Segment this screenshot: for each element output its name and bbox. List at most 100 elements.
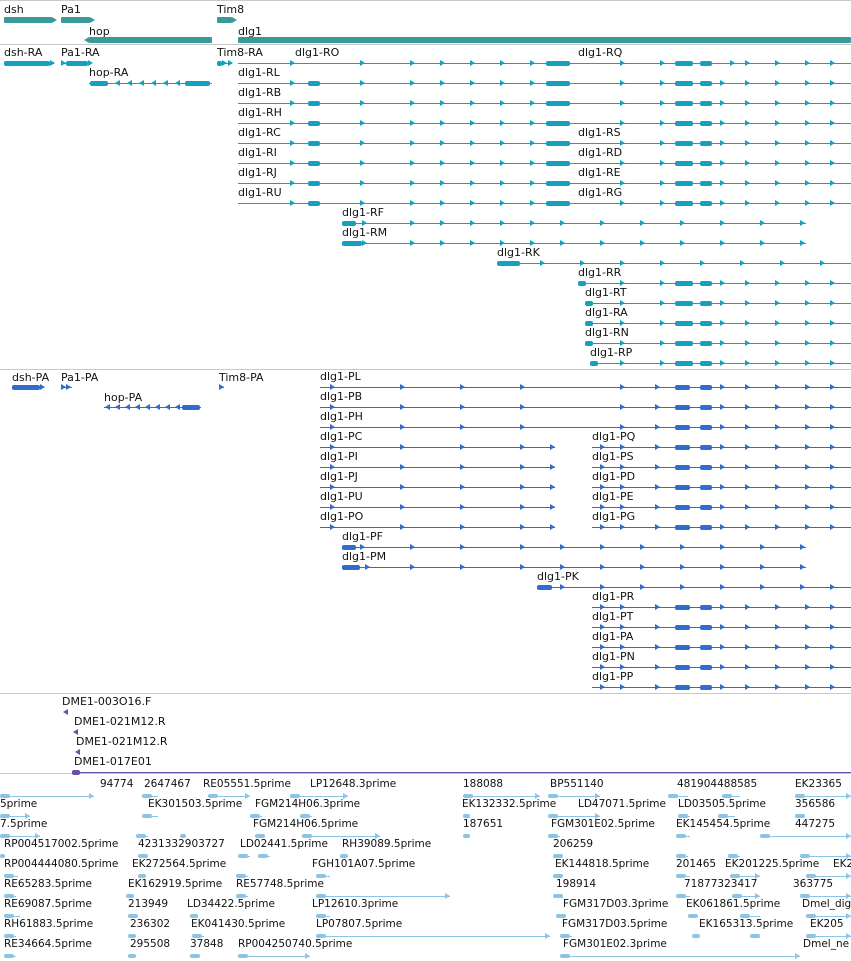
feature-label-dlg1-po: dlg1-PO: [320, 510, 364, 523]
strand-arrow-icon: [660, 340, 665, 346]
strand-arrow-icon: [290, 140, 295, 146]
feature-label-dlg1-pq: dlg1-PQ: [592, 430, 636, 443]
strand-arrow-icon: [360, 160, 365, 166]
strand-arrow-icon: [470, 100, 475, 106]
exon-block: [537, 585, 552, 590]
strand-arrow-icon: [620, 60, 625, 66]
strand-arrow-icon: [360, 200, 365, 206]
strand-arrow-icon: [775, 504, 780, 510]
strand-arrow-icon: [760, 240, 765, 246]
strand-arrow-icon: [620, 524, 625, 530]
intron-line: [760, 836, 851, 837]
strand-arrow-icon: [520, 404, 525, 410]
strand-arrow-icon: [84, 37, 89, 43]
exon-block: [0, 854, 5, 858]
track-separator-probes: [0, 693, 851, 694]
strand-arrow-icon: [830, 160, 835, 166]
exon-block: [316, 934, 326, 938]
feature-label-dlg1-pj: dlg1-PJ: [320, 470, 358, 483]
strand-arrow-icon: [600, 504, 605, 510]
feature-label-dlg1-pg: dlg1-PG: [592, 510, 636, 523]
strand-arrow-icon: [400, 464, 405, 470]
exon-block: [308, 81, 320, 86]
strand-arrow-icon: [145, 404, 150, 410]
strand-arrow-icon: [775, 300, 780, 306]
feature-label-dlg1-rt: dlg1-RT: [585, 286, 627, 299]
exon-block: [553, 854, 563, 858]
feature-label-fgm317d03-3prime: FGM317D03.3prime: [563, 898, 669, 910]
strand-arrow-icon: [775, 624, 780, 630]
strand-arrow-icon: [830, 504, 835, 510]
strand-arrow-icon: [165, 404, 170, 410]
strand-arrow-icon: [760, 544, 765, 550]
strand-arrow-icon: [595, 813, 600, 819]
feature-label-356586: 356586: [795, 798, 836, 810]
feature-label-dlg1-rc: dlg1-RC: [238, 126, 281, 139]
feature-label-dlg1-pp: dlg1-PP: [592, 670, 634, 683]
strand-arrow-icon: [800, 564, 805, 570]
intron-line: [0, 816, 30, 817]
strand-arrow-icon: [52, 17, 57, 23]
strand-arrow-icon: [720, 484, 725, 490]
intron-line: [0, 836, 40, 837]
strand-arrow-icon: [500, 100, 505, 106]
strand-arrow-icon: [720, 160, 725, 166]
exon-block: [675, 321, 693, 326]
exon-block: [700, 425, 712, 430]
strand-arrow-icon: [805, 100, 810, 106]
feature-label-dlg1-rq: dlg1-RQ: [578, 46, 623, 59]
strand-arrow-icon: [470, 60, 475, 66]
strand-arrow-icon: [410, 160, 415, 166]
strand-arrow-icon: [620, 504, 625, 510]
strand-arrow-icon: [830, 180, 835, 186]
exon-block: [795, 814, 805, 818]
strand-arrow-icon: [805, 424, 810, 430]
exon-block: [556, 914, 566, 918]
strand-arrow-icon: [470, 140, 475, 146]
strand-arrow-icon: [745, 280, 750, 286]
strand-arrow-icon: [660, 160, 665, 166]
intron-line: [316, 896, 450, 897]
strand-arrow-icon: [660, 300, 665, 306]
strand-arrow-icon: [805, 340, 810, 346]
strand-arrow-icon: [440, 140, 445, 146]
strand-arrow-icon: [745, 360, 750, 366]
strand-arrow-icon: [620, 484, 625, 490]
feature-label-ek132332-5prime: EK132332.5prime: [462, 798, 557, 810]
exon-block: [700, 505, 712, 510]
strand-arrow-icon: [360, 60, 365, 66]
exon-block: [463, 814, 470, 818]
strand-arrow-icon: [830, 444, 835, 450]
strand-arrow-icon: [440, 60, 445, 66]
strand-arrow-icon: [775, 320, 780, 326]
feature-label-re05551-5prime: RE05551.5prime: [203, 778, 291, 790]
strand-arrow-icon: [720, 320, 725, 326]
strand-arrow-icon: [655, 424, 660, 430]
strand-arrow-icon: [520, 504, 525, 510]
strand-arrow-icon: [745, 140, 750, 146]
strand-arrow-icon: [640, 240, 645, 246]
strand-arrow-icon: [830, 584, 835, 590]
strand-arrow-icon: [75, 749, 80, 755]
feature-label-pa1-pa: Pa1-PA: [61, 371, 99, 384]
intron-line: [238, 163, 851, 164]
exon-block: [760, 834, 770, 838]
exon-block: [560, 934, 570, 938]
strand-arrow-icon: [745, 624, 750, 630]
strand-arrow-icon: [745, 404, 750, 410]
exon-block: [90, 81, 108, 86]
feature-label-dlg1-rb: dlg1-RB: [238, 86, 282, 99]
feature-label-dme1-021m12-r: DME1-021M12.R: [74, 715, 166, 728]
exon-block: [675, 301, 693, 306]
strand-arrow-icon: [125, 404, 130, 410]
strand-arrow-icon: [655, 664, 660, 670]
feature-label-dlg1-pc: dlg1-PC: [320, 430, 363, 443]
strand-arrow-icon: [620, 624, 625, 630]
intron-line: [800, 896, 851, 897]
strand-arrow-icon: [745, 644, 750, 650]
feature-label-dlg1-pr: dlg1-PR: [592, 590, 635, 603]
strand-arrow-icon: [655, 484, 660, 490]
exon-block: [136, 834, 146, 838]
exon-block: [546, 201, 570, 206]
exon-block: [700, 465, 712, 470]
